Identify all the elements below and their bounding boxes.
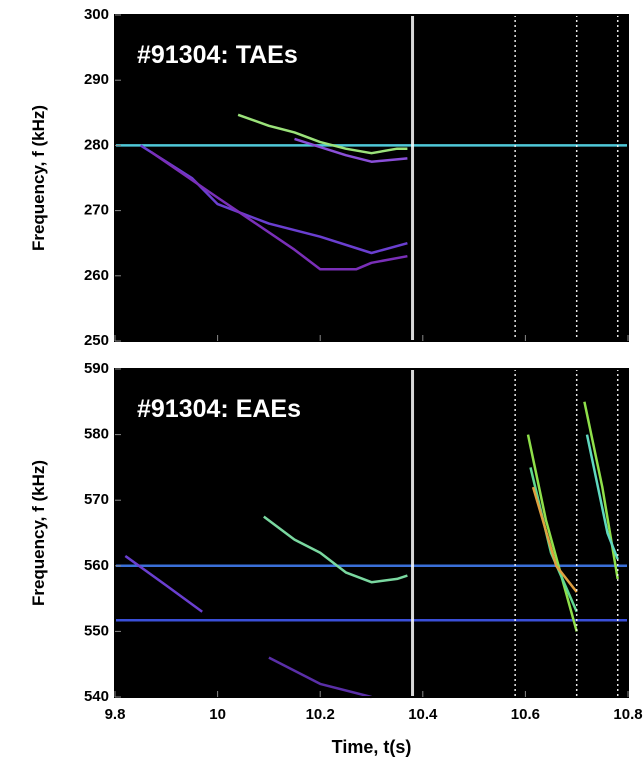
trace	[294, 137, 408, 163]
x-tick-label: 10.2	[306, 706, 335, 723]
y-tick-label: 570	[84, 491, 109, 508]
x-tick-label: 10.8	[613, 706, 642, 723]
plot-frame	[114, 14, 629, 342]
trace	[237, 113, 408, 155]
trace	[139, 144, 408, 255]
x-tick-label: 10.4	[408, 706, 438, 723]
y-tick-label: 300	[84, 6, 109, 23]
trace	[585, 434, 619, 560]
y-axis-label: Frequency, f (kHz)	[29, 105, 48, 251]
plot-frame	[114, 368, 629, 698]
x-tick-label: 10	[209, 706, 226, 723]
y-tick-label: 560	[84, 557, 109, 574]
trace	[263, 515, 408, 584]
x-tick-label: 10.6	[511, 706, 540, 723]
trace	[526, 434, 578, 632]
y-tick-label: 540	[84, 688, 109, 705]
y-tick-label: 590	[84, 360, 109, 377]
x-tick-label: 9.8	[105, 706, 126, 723]
y-tick-label: 270	[84, 202, 109, 219]
y-tick-label: 550	[84, 622, 109, 639]
y-tick-label: 260	[84, 267, 109, 284]
y-tick-label: 290	[84, 71, 109, 88]
trace	[531, 486, 578, 593]
panel-annotation: #91304: EAEs	[137, 395, 301, 423]
y-tick-label: 250	[84, 332, 109, 349]
x-axis-label: Time, t(s)	[332, 737, 412, 757]
trace	[268, 656, 372, 699]
trace	[150, 150, 408, 271]
y-axis-label: Frequency, f (kHz)	[29, 460, 48, 606]
panel-annotation: #91304: TAEs	[137, 41, 298, 69]
y-tick-label: 580	[84, 426, 109, 443]
trace	[529, 467, 578, 613]
y-tick-label: 280	[84, 136, 109, 153]
plot-area	[115, 369, 628, 697]
trace	[124, 554, 203, 613]
plot-area	[115, 15, 628, 341]
